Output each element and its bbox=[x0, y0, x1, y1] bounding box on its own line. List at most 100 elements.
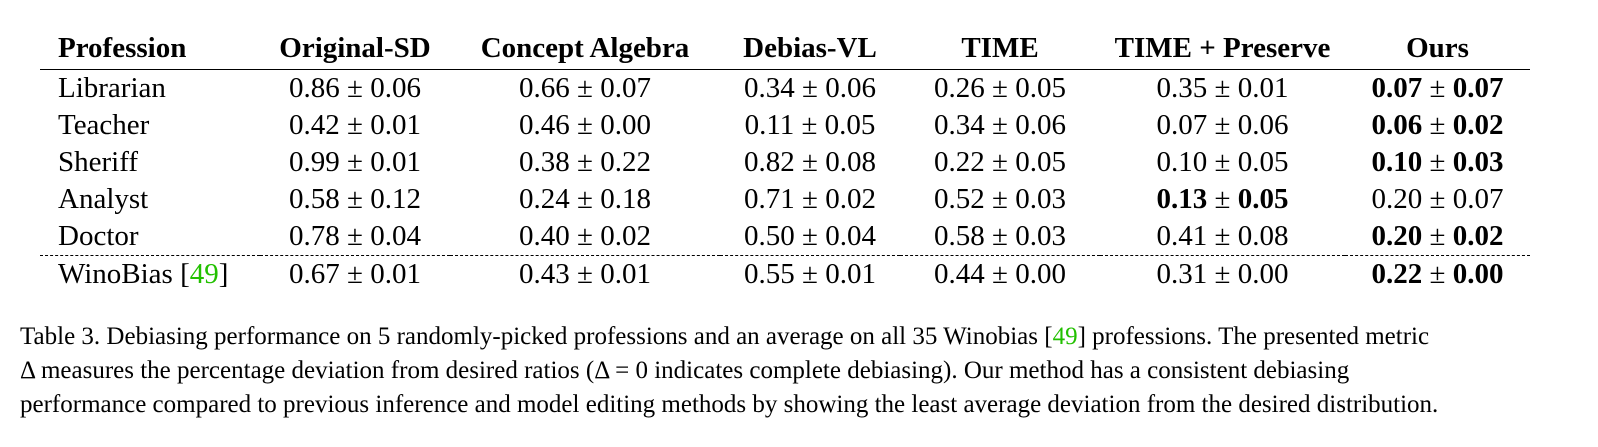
cell-std: 0.18 bbox=[600, 183, 651, 215]
plus-minus-symbol: ± bbox=[577, 72, 593, 104]
winobias-label-text: WinoBias bbox=[58, 258, 173, 290]
cell-mean: 0.34 bbox=[744, 72, 795, 104]
cell-std: 0.03 bbox=[1015, 183, 1066, 215]
cell-std: 0.00 bbox=[600, 109, 651, 141]
cell-time-preserve: 0.07 ± 0.06 bbox=[1100, 107, 1345, 144]
plus-minus-symbol: ± bbox=[347, 220, 363, 252]
cell-ours: 0.22 ± 0.00 bbox=[1345, 255, 1530, 293]
cell-std: 0.04 bbox=[825, 220, 876, 252]
cell-time: 0.22 ± 0.05 bbox=[900, 144, 1100, 181]
cell-std: 0.06 bbox=[825, 72, 876, 104]
cell-original-sd: 0.86 ± 0.06 bbox=[260, 70, 450, 108]
table-row: Analyst 0.58 ± 0.12 0.24 ± 0.18 0.71 ± 0.02… bbox=[40, 181, 1530, 218]
cell-std: 0.05 bbox=[824, 109, 876, 141]
cell-mean: 0.10 bbox=[1156, 146, 1208, 178]
cell-mean: 0.44 bbox=[934, 258, 985, 290]
plus-minus-symbol: ± bbox=[347, 183, 363, 215]
cell-ours: 0.20 ± 0.07 bbox=[1345, 181, 1530, 218]
cell-mean: 0.71 bbox=[744, 183, 795, 215]
plus-minus-symbol: ± bbox=[802, 183, 818, 215]
cell-mean: 0.82 bbox=[744, 146, 795, 178]
row-label-profession: Analyst bbox=[58, 183, 149, 215]
plus-minus-symbol: ± bbox=[992, 109, 1008, 141]
cell-mean: 0.11 bbox=[744, 109, 795, 141]
cell-mean: 0.20 bbox=[1371, 183, 1423, 215]
plus-minus-symbol: ± bbox=[577, 220, 593, 252]
cell-mean: 0.52 bbox=[934, 183, 985, 215]
caption-line-3: performance compared to previous inferen… bbox=[20, 391, 1439, 418]
plus-minus-symbol: ± bbox=[347, 258, 363, 290]
cell-mean: 0.58 bbox=[289, 183, 340, 215]
header-profession: Profession bbox=[40, 28, 260, 70]
header-time: TIME bbox=[900, 28, 1100, 70]
table-row: Sheriff 0.99 ± 0.01 0.38 ± 0.22 0.82 ± 0.08… bbox=[40, 144, 1530, 181]
cell-time: 0.58 ± 0.03 bbox=[900, 218, 1100, 256]
cell-mean: 0.13 bbox=[1156, 183, 1208, 215]
plus-minus-symbol: ± bbox=[347, 109, 363, 141]
cell-original-sd: 0.78 ± 0.04 bbox=[260, 218, 450, 256]
cell-mean: 0.35 bbox=[1156, 72, 1208, 104]
cell-mean: 0.46 bbox=[519, 109, 570, 141]
cell-std: 0.00 bbox=[1015, 258, 1066, 290]
plus-minus-symbol: ± bbox=[992, 146, 1008, 178]
cell-time-preserve: 0.31 ± 0.00 bbox=[1100, 255, 1345, 293]
plus-minus-symbol: ± bbox=[802, 72, 818, 104]
cell-mean: 0.66 bbox=[519, 72, 570, 104]
cell-original-sd: 0.42 ± 0.01 bbox=[260, 107, 450, 144]
cell-mean: 0.55 bbox=[744, 258, 795, 290]
plus-minus-symbol: ± bbox=[577, 183, 593, 215]
cell-time-preserve: 0.35 ± 0.01 bbox=[1100, 70, 1345, 108]
plus-minus-symbol: ± bbox=[802, 220, 818, 252]
cell-mean: 0.86 bbox=[289, 72, 340, 104]
cell-original-sd: 0.67 ± 0.01 bbox=[260, 255, 450, 293]
cell-std: 0.08 bbox=[1237, 220, 1289, 252]
cell-std: 0.02 bbox=[1452, 109, 1504, 141]
cell-std: 0.02 bbox=[825, 183, 876, 215]
row-label-winobias: WinoBias [49] bbox=[40, 255, 260, 293]
plus-minus-symbol: ± bbox=[1429, 146, 1446, 178]
plus-minus-symbol: ± bbox=[992, 183, 1008, 215]
citation-open-bracket: [ bbox=[172, 258, 190, 290]
cell-mean: 0.58 bbox=[934, 220, 985, 252]
table-row: Doctor 0.78 ± 0.04 0.40 ± 0.02 0.50 ± 0.04 0… bbox=[40, 218, 1530, 256]
plus-minus-symbol: ± bbox=[801, 109, 818, 141]
header-debias-vl: Debias-VL bbox=[720, 28, 900, 70]
cell-mean: 0.67 bbox=[289, 258, 340, 290]
plus-minus-symbol: ± bbox=[577, 109, 593, 141]
cell-std: 0.05 bbox=[1015, 72, 1066, 104]
cell-mean: 0.38 bbox=[519, 146, 570, 178]
table-row: Librarian 0.86 ± 0.06 0.66 ± 0.07 0.34 ± 0.… bbox=[40, 70, 1530, 108]
winobias-citation-link[interactable]: 49 bbox=[189, 258, 219, 290]
cell-ours: 0.20 ± 0.02 bbox=[1345, 218, 1530, 256]
header-row: Profession Original-SD Concept Algebra D… bbox=[40, 28, 1530, 70]
cell-mean: 0.20 bbox=[1371, 220, 1423, 252]
plus-minus-symbol: ± bbox=[802, 146, 818, 178]
cell-concept-algebra: 0.38 ± 0.22 bbox=[450, 144, 720, 181]
results-table: Profession Original-SD Concept Algebra D… bbox=[40, 28, 1530, 293]
plus-minus-symbol: ± bbox=[1429, 109, 1446, 141]
cell-time: 0.44 ± 0.00 bbox=[900, 255, 1100, 293]
cell-std: 0.01 bbox=[825, 258, 876, 290]
cell-original-sd: 0.99 ± 0.01 bbox=[260, 144, 450, 181]
caption-line-1-start: Table 3. Debiasing performance on 5 rand… bbox=[20, 323, 1053, 350]
caption-citation-link[interactable]: 49 bbox=[1052, 323, 1078, 350]
cell-mean: 0.10 bbox=[1371, 146, 1423, 178]
cell-debias-vl: 0.55 ± 0.01 bbox=[720, 255, 900, 293]
cell-std: 0.02 bbox=[1452, 220, 1504, 252]
cell-mean: 0.24 bbox=[519, 183, 570, 215]
cell-std: 0.06 bbox=[370, 72, 421, 104]
cell-std: 0.01 bbox=[600, 258, 651, 290]
cell-mean: 0.07 bbox=[1371, 72, 1423, 104]
cell-std: 0.05 bbox=[1015, 146, 1066, 178]
cell-mean: 0.42 bbox=[289, 109, 340, 141]
cell-time: 0.52 ± 0.03 bbox=[900, 181, 1100, 218]
cell-debias-vl: 0.34 ± 0.06 bbox=[720, 70, 900, 108]
cell-debias-vl: 0.82 ± 0.08 bbox=[720, 144, 900, 181]
cell-mean: 0.34 bbox=[934, 109, 985, 141]
cell-time: 0.34 ± 0.06 bbox=[900, 107, 1100, 144]
cell-std: 0.08 bbox=[825, 146, 876, 178]
citation-close-bracket: ] bbox=[218, 258, 229, 290]
cell-std: 0.01 bbox=[370, 146, 421, 178]
plus-minus-symbol: ± bbox=[347, 72, 363, 104]
cell-concept-algebra: 0.43 ± 0.01 bbox=[450, 255, 720, 293]
